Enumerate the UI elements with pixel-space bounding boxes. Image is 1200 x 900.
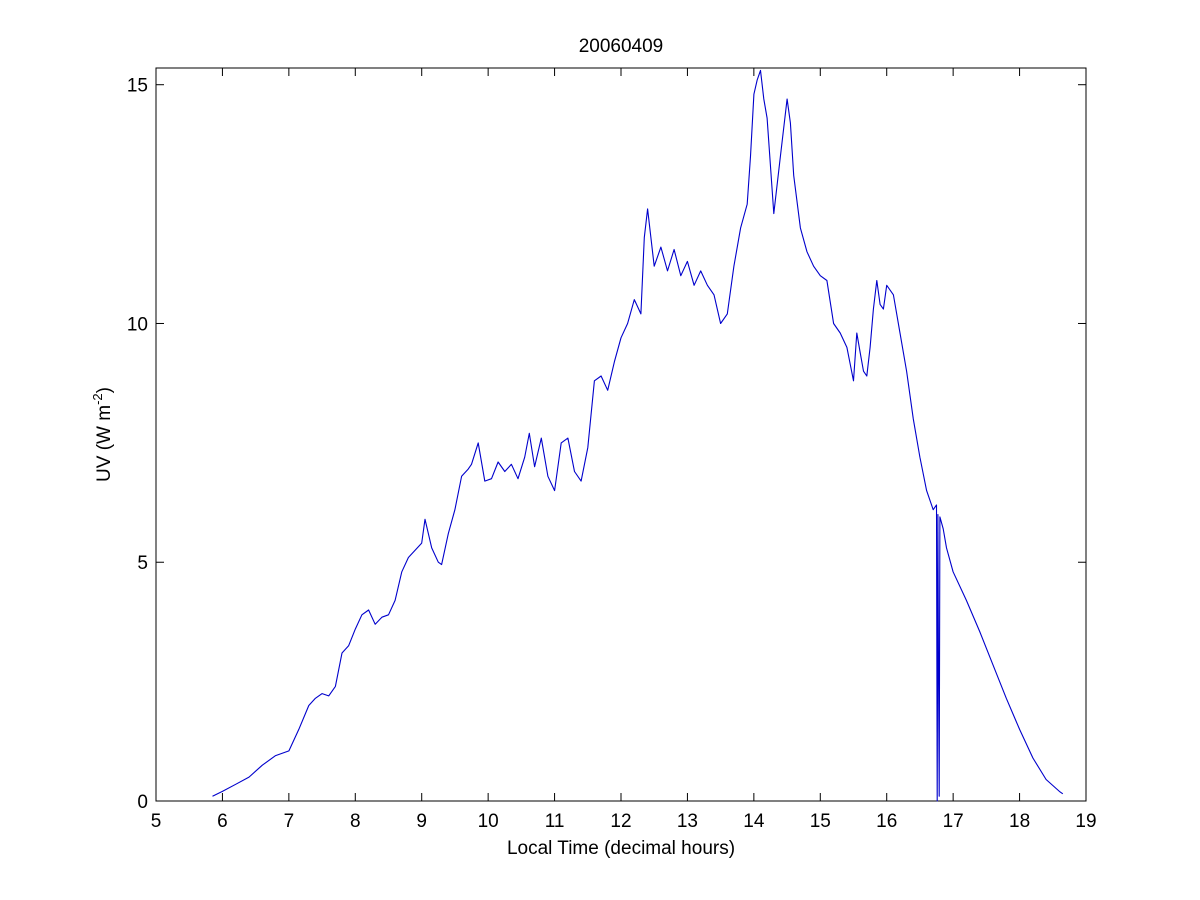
x-tick-label: 6 <box>217 811 228 832</box>
x-tick-label: 14 <box>743 811 765 832</box>
x-tick-label: 12 <box>610 811 631 832</box>
x-axis-ticks: 5 6 7 8 9 10 11 12 13 14 15 16 17 18 19 <box>151 68 1097 832</box>
x-tick-label: 5 <box>151 811 162 832</box>
y-tick-label: 15 <box>127 76 148 97</box>
axes-frame <box>155 67 1087 802</box>
y-axis-title: UV (W m-2) <box>90 387 115 482</box>
x-tick-label: 8 <box>350 811 361 832</box>
y-tick-label: 5 <box>137 553 148 574</box>
x-tick-label: 15 <box>810 811 831 832</box>
y-tick-label: 0 <box>137 792 148 813</box>
uv-series-line <box>212 69 1064 802</box>
y-tick-label: 10 <box>127 314 148 335</box>
y-axis-title-suffix: ) <box>94 387 115 393</box>
y-axis-title-superscript: -2 <box>90 393 105 405</box>
x-axis-title: Local Time (decimal hours) <box>507 838 735 859</box>
chart-title: 20060409 <box>579 36 664 57</box>
x-tick-label: 10 <box>478 811 499 832</box>
x-tick-label: 11 <box>545 811 565 832</box>
y-axis-ticks: 0 5 10 15 <box>127 76 1086 813</box>
x-tick-label: 19 <box>1075 811 1096 832</box>
x-tick-label: 17 <box>943 811 964 832</box>
x-tick-label: 18 <box>1009 811 1030 832</box>
x-tick-label: 9 <box>416 811 427 832</box>
x-tick-label: 13 <box>677 811 698 832</box>
y-axis-title-main: UV (W m <box>94 405 115 482</box>
x-tick-label: 7 <box>284 811 295 832</box>
x-tick-label: 16 <box>876 811 897 832</box>
